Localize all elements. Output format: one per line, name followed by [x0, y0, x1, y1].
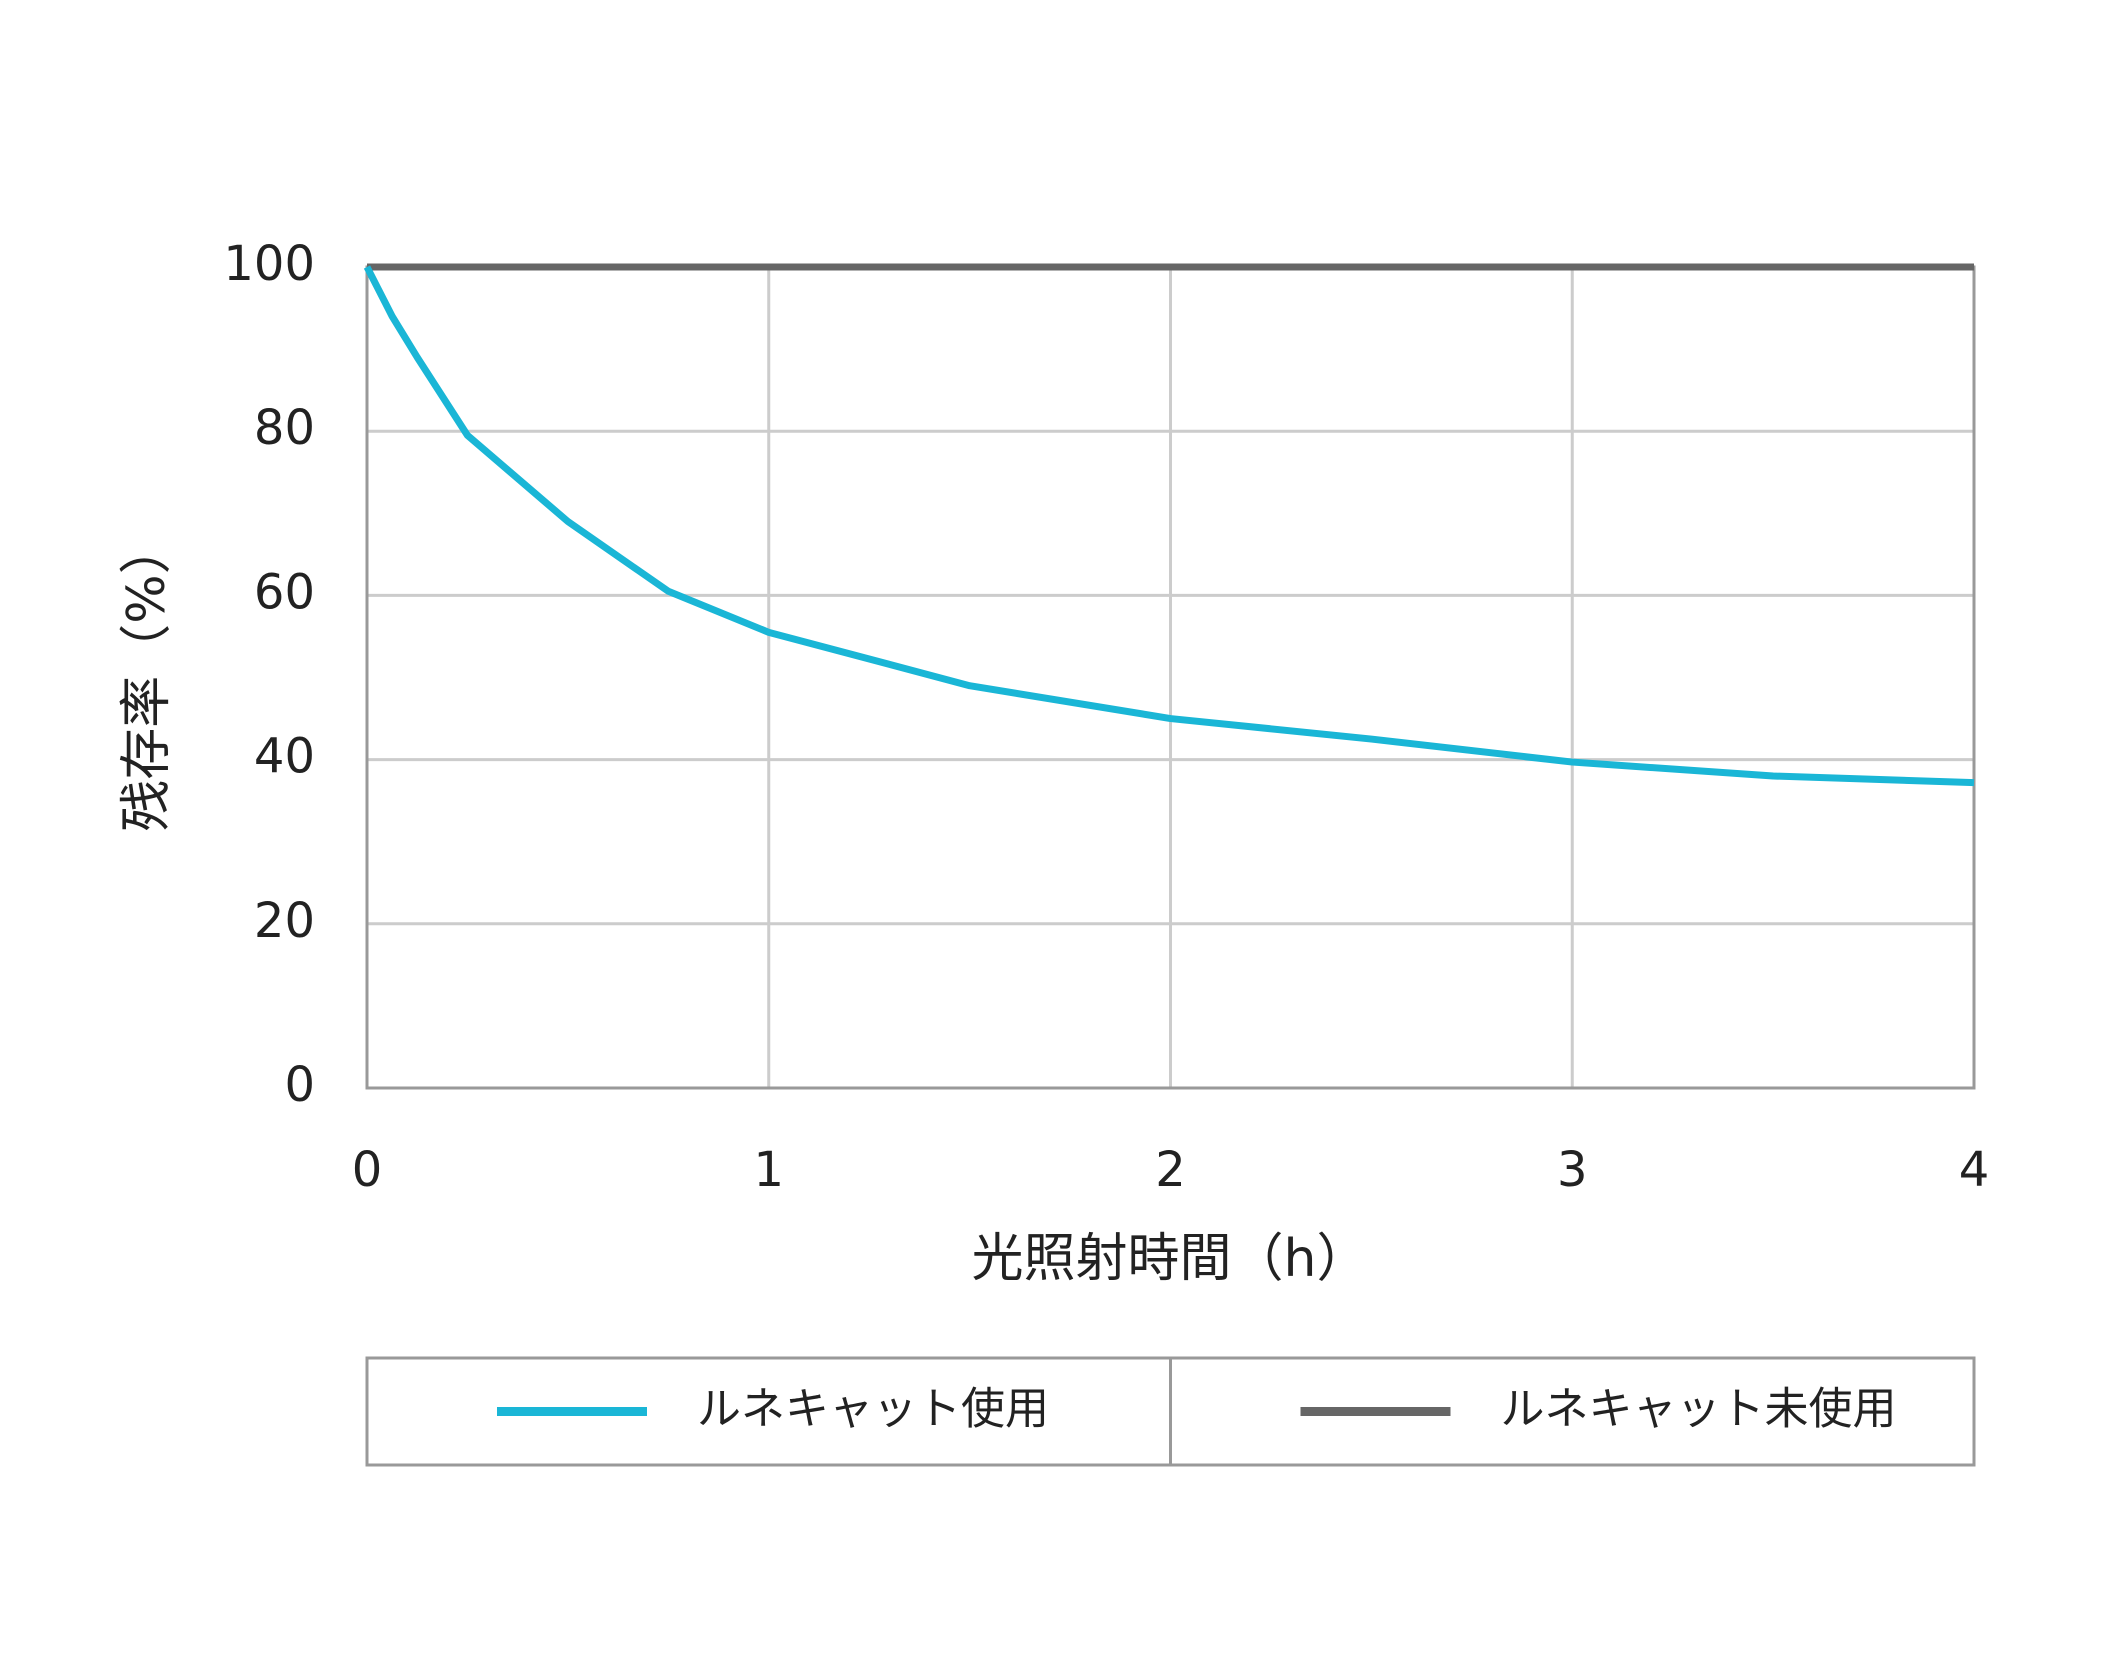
x-tick-label: 2: [1155, 1142, 1186, 1198]
y-tick-label: 100: [223, 236, 315, 292]
y-tick-label: 0: [284, 1057, 315, 1113]
legend-label: ルネキャット未使用: [1501, 1384, 1897, 1435]
y-tick-label: 60: [254, 564, 315, 620]
x-tick-label: 0: [352, 1142, 383, 1198]
y-tick-label: 40: [254, 729, 315, 785]
x-tick-label: 3: [1557, 1142, 1588, 1198]
series-line: [363, 265, 1975, 787]
y-tick-label: 20: [254, 893, 315, 949]
y-tick-label: 80: [254, 400, 315, 456]
y-axis-title: 残存率（%）: [117, 522, 177, 831]
x-tick-label: 4: [1959, 1142, 1990, 1198]
x-tick-label: 1: [753, 1142, 784, 1198]
x-axis-title: 光照射時間（h）: [972, 1229, 1369, 1289]
legend-label: ルネキャット使用: [697, 1384, 1049, 1435]
